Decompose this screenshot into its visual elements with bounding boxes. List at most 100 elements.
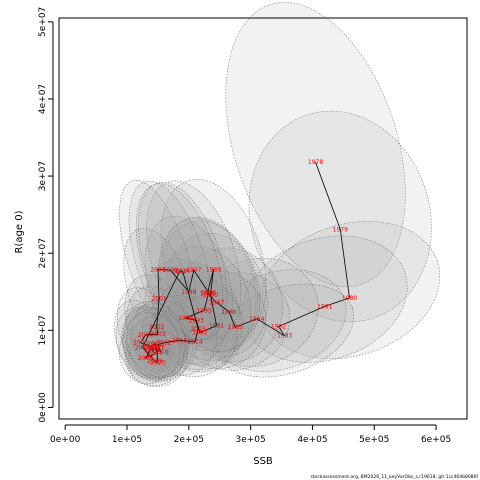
- point-label: 1988: [200, 290, 215, 297]
- confidence-ellipse: [175, 247, 283, 363]
- point-label: 2011: [150, 342, 165, 349]
- y-tick-label: 4e+07: [38, 84, 48, 114]
- point-label: 1994: [178, 315, 193, 322]
- y-tick-label: 3e+07: [38, 161, 48, 191]
- y-tick-label: 2e+07: [38, 238, 48, 268]
- confidence-ellipse: [118, 324, 173, 385]
- confidence-ellipse: [159, 216, 259, 352]
- point-label: 1991: [209, 323, 224, 330]
- plot-frame: [58, 17, 468, 420]
- point-label: 1982: [271, 323, 286, 330]
- confidence-ellipse: [155, 282, 245, 373]
- point-label: 2014: [187, 339, 202, 346]
- y-axis-title: R(age 0): [14, 210, 25, 253]
- point-label: 1998: [181, 289, 196, 296]
- point-label: 2020: [150, 360, 165, 367]
- confidence-ellipse: [122, 312, 181, 381]
- confidence-ellipse: [144, 258, 227, 365]
- point-label: 2010: [153, 349, 168, 356]
- confidence-ellipse: [138, 182, 228, 341]
- point-label: 2001: [152, 296, 167, 303]
- point-label: 1997: [186, 267, 201, 274]
- point-label: 2012: [156, 340, 171, 347]
- point-label: 1999: [163, 267, 178, 274]
- x-axis: 0e+00 1e+05 2e+05 3e+05 4e+05 5e+05 6e+05: [50, 424, 451, 445]
- point-label: 2016: [175, 268, 190, 275]
- point-label: 1983: [277, 333, 292, 340]
- point-label: 1979: [333, 226, 348, 233]
- confidence-ellipse: [126, 303, 190, 378]
- confidence-ellipse: [225, 2, 406, 287]
- point-label: 1993: [189, 317, 204, 324]
- x-tick-label: 3e+05: [236, 435, 266, 445]
- point-label: 1992: [192, 330, 207, 337]
- point-label: 2007: [147, 350, 162, 357]
- confidence-ellipse: [114, 300, 168, 376]
- point-label: 2005: [133, 340, 148, 347]
- confidence-ellipse: [119, 179, 197, 340]
- y-tick-label: 5e+07: [38, 7, 48, 37]
- confidence-ellipse: [124, 274, 189, 369]
- point-label: 1996: [201, 290, 216, 297]
- confidence-ellipse: [126, 308, 188, 380]
- point-label: 2013: [172, 337, 187, 344]
- point-label: 2000: [150, 266, 165, 273]
- x-tick-label: 6e+05: [421, 435, 451, 445]
- confidence-ellipse: [141, 295, 218, 376]
- point-label: 1985: [228, 324, 243, 331]
- y-axis: 0e+00 1e+07 2e+07 3e+07 4e+07 5e+07: [38, 7, 54, 423]
- y-tick-label: 0e+00: [38, 392, 48, 423]
- point-label: 1986: [221, 309, 236, 316]
- confidence-ellipse: [160, 179, 267, 340]
- x-tick-label: 5e+05: [359, 435, 389, 445]
- point-label: 1995: [197, 307, 212, 314]
- x-tick-label: 4e+05: [297, 435, 327, 445]
- point-label: 2017: [172, 269, 187, 276]
- trajectory-line: [140, 162, 350, 364]
- confidence-ellipse: [135, 183, 224, 341]
- confidence-ellipse: [125, 285, 190, 372]
- confidence-ellipse: [154, 276, 242, 371]
- point-label: 1989: [206, 266, 221, 273]
- point-label: 2019: [147, 358, 162, 365]
- point-label: 2023: [144, 347, 159, 354]
- point-label: 2009: [144, 344, 159, 351]
- point-label: 1984: [249, 316, 264, 323]
- trajectory-path: [140, 162, 350, 364]
- point-label: 1987: [209, 300, 224, 307]
- confidence-ellipse: [157, 245, 252, 361]
- confidence-ellipse: [125, 329, 185, 386]
- point-labels: 1978 1979 1980 1981 1982 1983 1984 1985 1986 1987…: [133, 159, 357, 367]
- confidence-ellipse: [165, 233, 268, 358]
- point-label: 1981: [317, 303, 332, 310]
- confidence-ellipse: [259, 221, 441, 359]
- point-label: 2006: [143, 344, 158, 351]
- point-label: 2022: [147, 340, 162, 347]
- point-label: 1978: [308, 159, 323, 166]
- point-label: 2018: [135, 344, 150, 351]
- confidence-ellipse: [242, 235, 408, 363]
- y-tick-label: 1e+07: [38, 315, 48, 345]
- confidence-ellipse: [144, 216, 233, 351]
- point-label: 2003: [150, 331, 165, 338]
- confidence-ellipse: [115, 307, 170, 379]
- x-tick-label: 2e+05: [174, 435, 204, 445]
- footnote: stockassessment.org, BM2026_11_keyVarObs…: [310, 474, 478, 480]
- point-label: 2008: [138, 355, 153, 362]
- confidence-ellipse: [124, 300, 186, 377]
- point-label: 2002: [149, 324, 164, 331]
- confidence-ellipse: [210, 269, 347, 372]
- point-label: 1980: [342, 295, 357, 302]
- point-label: 2021: [149, 345, 164, 352]
- confidence-ellipses: [114, 2, 441, 387]
- point-label: 2015: [190, 326, 205, 333]
- confidence-ellipse: [146, 180, 242, 340]
- confidence-ellipse: [215, 283, 355, 378]
- point-label: 2004: [138, 332, 153, 339]
- point-label: 1990: [203, 292, 218, 299]
- confidence-ellipse: [248, 110, 432, 323]
- confidence-ellipse: [129, 314, 193, 382]
- x-tick-label: 0e+00: [50, 435, 81, 445]
